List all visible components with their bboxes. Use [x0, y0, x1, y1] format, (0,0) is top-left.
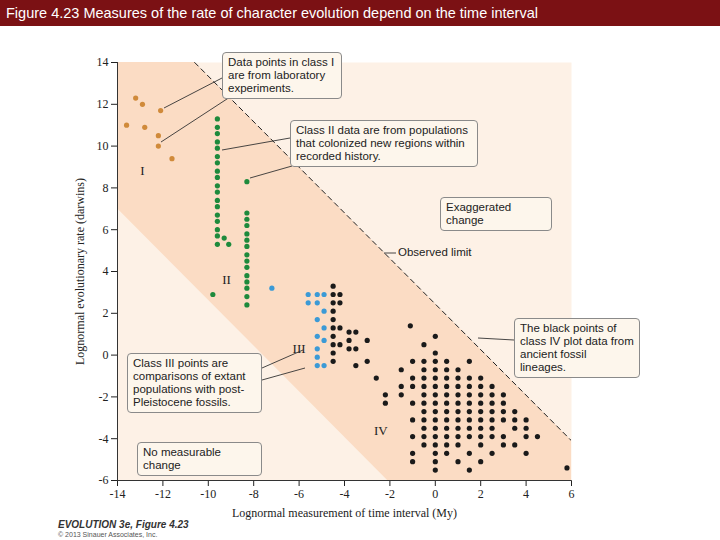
svg-text:2: 2	[478, 487, 484, 501]
html-text:Class II data are from populat: Class II data are from populations that …	[296, 124, 468, 162]
svg-text:-6: -6	[99, 473, 109, 487]
html-text:The black points of class IV p: The black points of class IV plot data f…	[520, 322, 634, 373]
svg-text:-14: -14	[110, 487, 126, 501]
html-text:Figure 4.23 Measures of the ra: Figure 4.23 Measures of the rate of char…	[6, 5, 538, 21]
svg-text:IV: IV	[374, 423, 388, 438]
svg-text:I: I	[140, 163, 144, 178]
svg-text:4: 4	[523, 487, 529, 501]
html-text:© 2013 Sinauer Associates, Inc: © 2013 Sinauer Associates, Inc.	[58, 531, 158, 538]
svg-text:6: 6	[103, 223, 109, 237]
html-text:Exaggerated change: Exaggerated change	[446, 201, 512, 226]
svg-text:6: 6	[569, 487, 575, 501]
svg-text:-4: -4	[340, 487, 350, 501]
svg-text:10: 10	[97, 139, 109, 153]
svg-text:0: 0	[432, 487, 438, 501]
svg-text:-4: -4	[99, 432, 109, 446]
svg-text:2: 2	[103, 306, 109, 320]
svg-text:III: III	[293, 341, 306, 356]
html-text:No measurable change: No measurable change	[143, 446, 221, 471]
svg-text:Lognormal evolutionary rate (d: Lognormal evolutionary rate (darwins)	[73, 178, 87, 365]
svg-text:-6: -6	[294, 487, 304, 501]
svg-text:-12: -12	[155, 487, 171, 501]
svg-text:8: 8	[103, 181, 109, 195]
svg-text:-10: -10	[200, 487, 216, 501]
svg-text:4: 4	[103, 264, 109, 278]
html-text:Data points in class I are fro: Data points in class I are from laborato…	[228, 56, 335, 94]
html-text:Observed limit: Observed limit	[398, 246, 472, 258]
svg-text:Lognormal measurement of time: Lognormal measurement of time interval (…	[232, 506, 457, 520]
html-text:EVOLUTION 3e, Figure 4.23: EVOLUTION 3e, Figure 4.23	[58, 519, 189, 530]
svg-text:0: 0	[103, 348, 109, 362]
svg-text:-2: -2	[99, 390, 109, 404]
html-text:Class III points are compariso: Class III points are comparisons of exta…	[133, 357, 246, 408]
svg-text:-2: -2	[385, 487, 395, 501]
svg-text:-8: -8	[249, 487, 259, 501]
svg-text:14: 14	[97, 55, 109, 69]
svg-text:II: II	[222, 272, 231, 287]
svg-text:12: 12	[97, 97, 109, 111]
